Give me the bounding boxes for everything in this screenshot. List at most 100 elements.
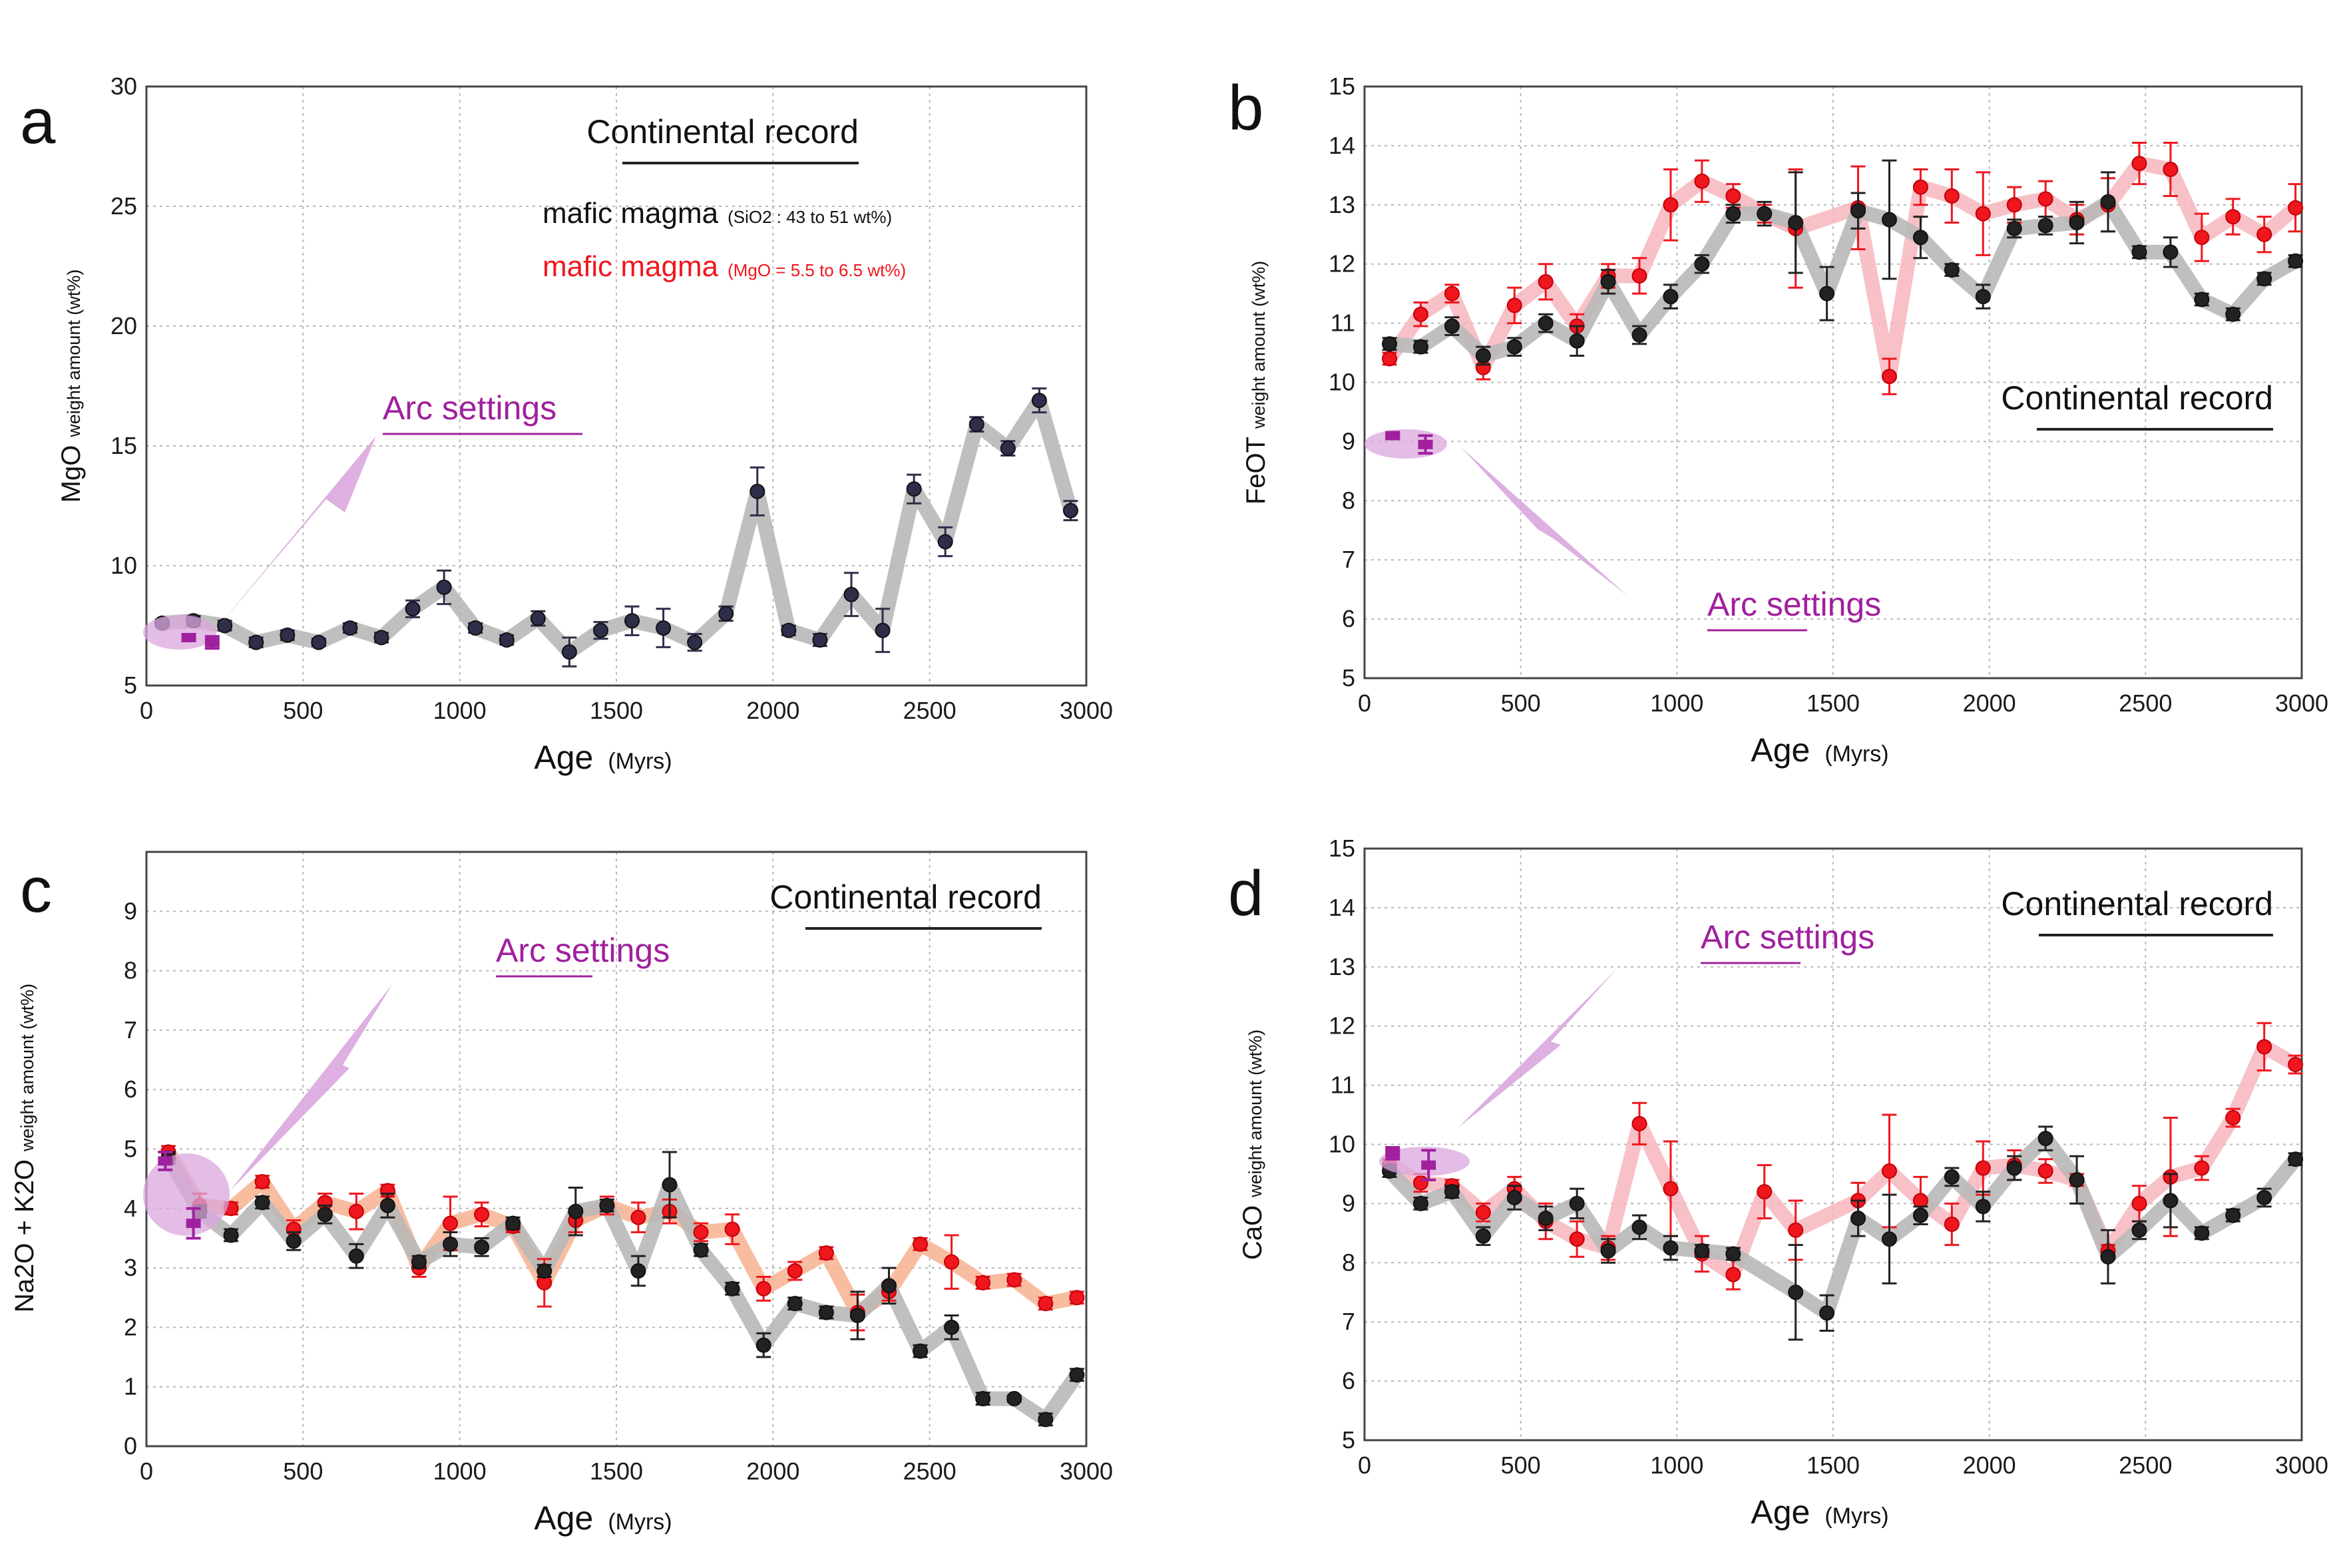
x-axis-label-unit: (Myrs): [608, 1509, 672, 1535]
data-point-black: [875, 622, 891, 638]
x-tick-label: 2000: [1963, 1452, 2016, 1479]
x-tick-label: 2500: [903, 697, 957, 724]
data-point-black: [906, 481, 922, 497]
data-point-black: [2256, 1190, 2272, 1206]
continental-record-label: Continental record: [2001, 885, 2273, 922]
data-point-black: [968, 417, 984, 433]
plot-frame: [1363, 847, 2303, 1442]
y-tick-label: 6: [1342, 605, 1355, 632]
data-point-red: [474, 1207, 490, 1223]
data-point-red: [1663, 197, 1679, 213]
x-tick-label: 2500: [2119, 1452, 2172, 1479]
y-axis-label-main: CaO: [1238, 1205, 1267, 1260]
data-point-red: [1881, 1163, 1897, 1179]
y-tick-label: 6: [1342, 1367, 1355, 1394]
y-axis-label: MgO weight amount (wt%): [57, 270, 86, 503]
continental-record-label: Continental record: [769, 879, 1042, 916]
data-point-black: [411, 1254, 427, 1270]
data-point-red: [755, 1280, 771, 1296]
panel-letter: d: [1228, 858, 1263, 929]
x-axis-label-unit: (Myrs): [608, 749, 672, 774]
x-tick-label: 2000: [746, 1458, 799, 1485]
data-point-black: [656, 620, 672, 636]
data-point-red: [1912, 1193, 1928, 1209]
data-point-black: [630, 1263, 646, 1279]
data-point-black: [2006, 1160, 2022, 1176]
x-tick-label: 1500: [1807, 689, 1860, 717]
x-axis-label-unit: (Myrs): [1824, 741, 1888, 767]
data-point-red: [2288, 200, 2304, 216]
y-tick-label: 11: [1331, 1072, 1355, 1099]
data-point-black: [693, 1242, 709, 1258]
data-point-black: [1881, 212, 1897, 228]
arc-callout-pointer: [230, 984, 393, 1191]
x-axis-label-main: Age: [1751, 1493, 1810, 1531]
data-point-black: [286, 1233, 302, 1249]
data-point-black: [1663, 289, 1679, 305]
data-point-red: [1069, 1290, 1085, 1306]
y-tick-label: 1: [124, 1373, 137, 1400]
data-point-black: [1444, 318, 1460, 334]
y-tick-label: 6: [124, 1076, 137, 1103]
x-tick-label: 500: [283, 1458, 323, 1485]
legend-note: (SiO2 : 43 to 51 wt%): [728, 207, 892, 227]
y-tick-label: 10: [1329, 369, 1355, 396]
data-point-black: [2288, 253, 2304, 269]
x-axis-label: Age (Myrs): [534, 739, 672, 776]
x-tick-label: 2500: [2119, 689, 2172, 717]
data-point-red: [2256, 226, 2272, 242]
y-tick-label: 2: [124, 1313, 137, 1340]
data-point-red: [818, 1245, 834, 1261]
data-point-black: [818, 1304, 834, 1320]
y-axis-label-main: MgO: [57, 445, 86, 503]
y-tick-label: 5: [1342, 1426, 1355, 1454]
data-point-black: [2225, 306, 2241, 322]
data-point-black: [1631, 1219, 1647, 1235]
data-point-black: [1694, 256, 1710, 272]
data-point-red: [913, 1236, 929, 1252]
data-point-red: [1944, 1217, 1960, 1233]
data-point-black: [2194, 1225, 2210, 1241]
y-axis-label: Na2O + K2O weight amount (wt%): [10, 984, 39, 1312]
data-point-black: [2100, 1249, 2116, 1265]
data-point-black: [1506, 1190, 1522, 1206]
data-point-black: [1819, 286, 1835, 301]
data-point-black: [1912, 230, 1928, 246]
data-point-red: [1475, 1205, 1491, 1221]
arc-settings-ellipse: [143, 615, 216, 650]
x-tick-label: 3000: [2275, 689, 2328, 717]
x-axis-label: Age (Myrs): [1751, 731, 1888, 769]
legend-note: (MgO = 5.5 to 6.5 wt%): [728, 260, 906, 280]
data-point-black: [849, 1308, 865, 1324]
x-axis-label: Age (Myrs): [534, 1499, 672, 1537]
x-tick-label: 500: [283, 697, 323, 724]
arc-settings-label: Arc settings: [383, 389, 556, 427]
data-point-red: [1663, 1181, 1679, 1197]
panel-letter: a: [20, 86, 56, 157]
data-point-black: [1412, 339, 1428, 355]
data-point-black: [2100, 194, 2116, 210]
y-tick-label: 13: [1329, 953, 1355, 980]
arc-data-point: [204, 638, 220, 648]
y-tick-label: 13: [1329, 191, 1355, 218]
data-point-black: [1569, 333, 1585, 349]
data-point-red: [1412, 306, 1428, 322]
data-point-black: [2037, 218, 2053, 234]
data-point-black: [1944, 262, 1960, 278]
arc-data-point: [1421, 1160, 1436, 1170]
data-point-red: [630, 1209, 646, 1225]
data-point-black: [505, 1215, 521, 1231]
data-point-black: [944, 1319, 960, 1335]
arc-data-point: [1385, 1148, 1400, 1158]
data-point-black: [499, 632, 515, 648]
x-tick-label: 0: [1358, 689, 1371, 717]
x-tick-label: 500: [1501, 689, 1541, 717]
arc-data-point: [181, 633, 196, 642]
data-point-black: [2069, 1172, 2085, 1188]
data-point-black: [1631, 327, 1647, 343]
x-tick-label: 1500: [590, 1458, 643, 1485]
data-point-black: [718, 606, 734, 622]
y-axis-label-main: FeOT: [1241, 437, 1271, 504]
y-tick-label: 9: [1342, 427, 1355, 455]
data-point-black: [311, 634, 327, 650]
